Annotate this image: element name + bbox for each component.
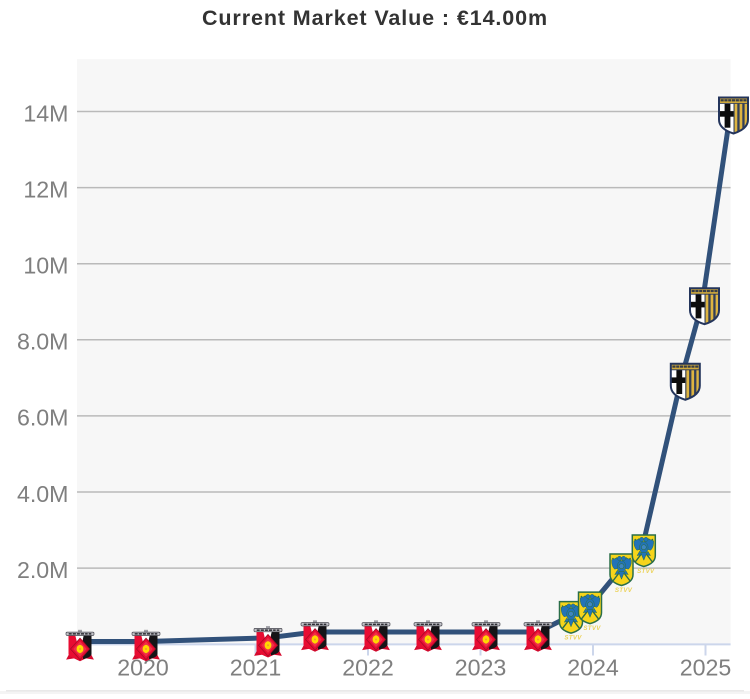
- svg-text:4.0M: 4.0M: [17, 481, 69, 507]
- svg-text:6.0M: 6.0M: [17, 405, 69, 431]
- svg-text:2025: 2025: [680, 655, 732, 681]
- svg-text:Current Market Value : €14.00m: Current Market Value : €14.00m: [202, 6, 548, 30]
- svg-text:2021: 2021: [230, 655, 282, 681]
- svg-text:10M: 10M: [23, 253, 68, 279]
- svg-text:2022: 2022: [342, 655, 394, 681]
- svg-text:2.0M: 2.0M: [17, 557, 69, 583]
- svg-text:8.0M: 8.0M: [17, 329, 69, 355]
- svg-text:14M: 14M: [23, 100, 68, 126]
- svg-text:2023: 2023: [455, 655, 507, 681]
- svg-text:12M: 12M: [23, 176, 68, 202]
- svg-text:2024: 2024: [567, 655, 619, 681]
